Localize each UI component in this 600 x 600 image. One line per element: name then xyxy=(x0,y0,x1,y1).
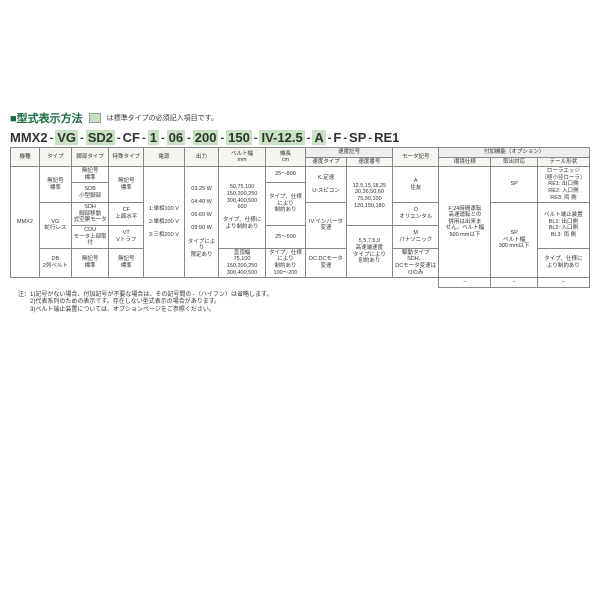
model-dash: - xyxy=(161,132,165,144)
model-seg-11: SP xyxy=(349,130,366,145)
c3c: SDH脚部移動式空胴モータ xyxy=(71,203,109,226)
title-note: は標準タイプの必須記入項目です。 xyxy=(107,113,218,123)
hdr-motor: モータ記号 xyxy=(393,148,439,167)
hdr-type: タイプ xyxy=(39,148,71,167)
c7a: 50,75,100150,200,250300,400,500600タイプ、仕様… xyxy=(219,167,265,249)
hdr-len: 機長cm xyxy=(265,148,306,167)
c11aa: F:24時間運転高速運転との併用は出来ません。ベルト幅500 mm以下 xyxy=(439,167,491,278)
model-seg-8: IV-12.5 xyxy=(259,130,304,145)
hdr-option-grp: 付加機能（オプション） xyxy=(439,148,590,158)
c6: 03:25 W04:40 W06:60 W09:90 Wタイプにより限定あり xyxy=(184,167,219,278)
c9ac: DC:DCモータ変速 xyxy=(306,248,347,277)
model-dash: - xyxy=(328,132,332,144)
model-dash: - xyxy=(220,132,224,144)
c9bb: 5,5,7,5,9高速端速度タイプにより別約あり xyxy=(346,225,392,277)
model-seg-4: 1 xyxy=(148,130,159,145)
c10c: Mパナソニック xyxy=(393,225,439,248)
model-dash: - xyxy=(307,132,311,144)
c11cc: タイプ、仕様により制約あり xyxy=(537,248,589,277)
model-seg-5: 06 xyxy=(167,130,185,145)
hdr-env: 環境仕様 xyxy=(439,157,491,167)
model-dash: - xyxy=(80,132,84,144)
model-dash: - xyxy=(50,132,54,144)
c3e: 無記号標準 xyxy=(71,248,109,277)
c3b: SDB小型脚部 xyxy=(71,183,109,203)
model-code-row: MMX2-VG-SD2-CF-1-06-200-150-IV-12.5-A-F-… xyxy=(10,130,590,145)
c11ab: − xyxy=(439,278,491,288)
c11bb: SPベルト幅300 mm以下 xyxy=(491,203,537,278)
model-seg-10: F xyxy=(333,130,341,145)
c4c: VTVトラフ xyxy=(109,225,144,248)
c2c: DB2列ベルト xyxy=(39,248,71,277)
hdr-tail: テール形状 xyxy=(537,157,589,167)
c10b: Oオリエンタル xyxy=(393,203,439,226)
c8d: タイプ、仕様により制約あり100～200 xyxy=(265,248,306,277)
c11ba: SP xyxy=(491,167,537,203)
spec-table: 機種 タイプ 脚部タイプ 特殊タイプ 電源 出力 ベルト幅mm 機長cm 速度記… xyxy=(10,147,590,288)
model-dash: - xyxy=(343,132,347,144)
model-seg-3: CF xyxy=(123,130,140,145)
model-seg-2: SD2 xyxy=(86,130,115,145)
model-dash: - xyxy=(368,132,372,144)
footnotes: 注：1)記号がない場合、付加記号が不要な場合は、その記号間の -（ハイフン）は省… xyxy=(10,292,590,315)
c1a: MMX2 xyxy=(11,167,40,278)
c7c: 直頂幅75,100150,200,250300,400,500 xyxy=(219,248,265,277)
c11ca: ローラエッジ（極小径ローラ）RE1: 出口側RE2: 入口側RE3: 両 側 xyxy=(537,167,589,203)
model-seg-0: MMX2 xyxy=(10,130,48,145)
hdr-speed-type: 速度タイプ xyxy=(306,157,347,167)
c10d: 駆動タイプSDH、DCモータ変速はOのみ xyxy=(393,248,439,277)
hdr-speed-grp: 速度記号 xyxy=(306,148,393,158)
hdr-take: 取出対応 xyxy=(491,157,537,167)
c2b: VG蛇行レス xyxy=(39,203,71,249)
c2a: 無記号標準 xyxy=(39,167,71,203)
hdr-power: 電源 xyxy=(144,148,185,167)
model-dash: - xyxy=(254,132,258,144)
c9ba: 12.5,15,18,2530,36,50,6075,90,100120,150… xyxy=(346,167,392,226)
legend-swatch xyxy=(89,113,101,123)
hdr-leg: 脚部タイプ xyxy=(71,148,109,167)
c8b: タイプ、仕様により制約あり xyxy=(265,183,306,226)
c11bc: − xyxy=(491,278,537,288)
c9aa: K:定速U:スピコン xyxy=(306,167,347,203)
section-title: ■型式表示方法 xyxy=(10,110,83,126)
c9ab: IV:インバータ変速 xyxy=(306,203,347,249)
model-dash: - xyxy=(142,132,146,144)
c11cb: ベルト端止装置BL1: 出口側BL2: 入口側BL3: 両 側 xyxy=(537,203,589,249)
model-dash: - xyxy=(117,132,121,144)
c3d: CDUモータ上部取付 xyxy=(71,225,109,248)
c3a: 無記号標準 xyxy=(71,167,109,183)
c8c: 25～600 xyxy=(265,225,306,248)
c4a: 無記号標準 xyxy=(109,167,144,203)
c4b: CF上面水平 xyxy=(109,203,144,226)
model-seg-9: A xyxy=(312,130,325,145)
model-seg-12: RE1 xyxy=(374,130,399,145)
c10a: A住友 xyxy=(393,167,439,203)
model-seg-7: 150 xyxy=(226,130,252,145)
c5: 1:単相100 V2:単相200 V3:三相200 V xyxy=(144,167,185,278)
c11cd: − xyxy=(537,278,589,288)
model-dash: - xyxy=(187,132,191,144)
hdr-speed-no: 速度番号 xyxy=(346,157,392,167)
c8a: 25～800 xyxy=(265,167,306,183)
hdr-belt: ベルト幅mm xyxy=(219,148,265,167)
model-seg-6: 200 xyxy=(193,130,219,145)
hdr-machine: 機種 xyxy=(11,148,40,167)
c4d: 無記号標準 xyxy=(109,248,144,277)
hdr-output: 出力 xyxy=(184,148,219,167)
model-seg-1: VG xyxy=(55,130,78,145)
hdr-special: 特殊タイプ xyxy=(109,148,144,167)
